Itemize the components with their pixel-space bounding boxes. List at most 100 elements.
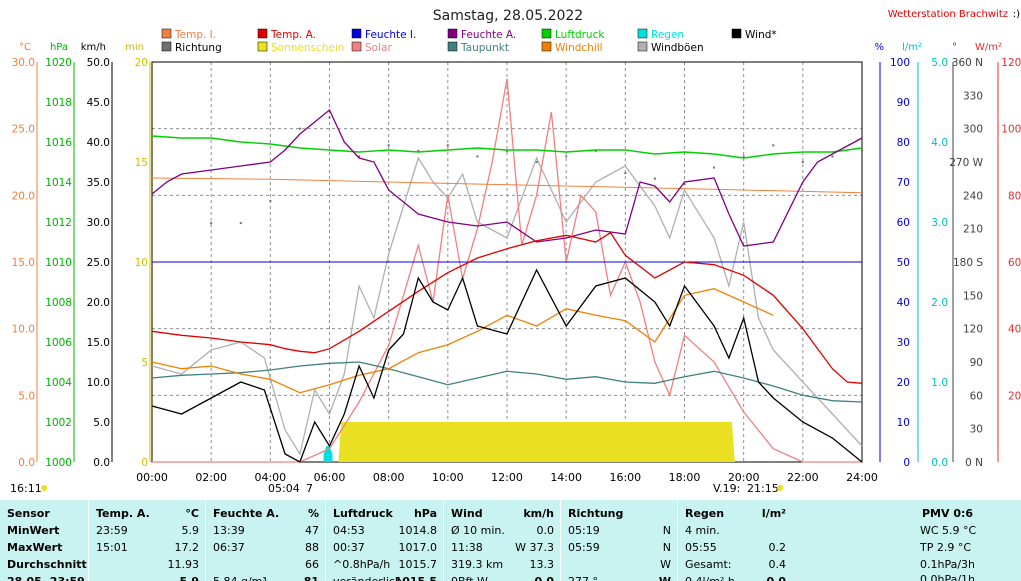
station-suffix: :) xyxy=(1013,9,1020,20)
legend-swatch xyxy=(447,28,458,39)
axis-tick-label: 30.0 xyxy=(87,217,110,229)
axis-tick-label: 0.0 xyxy=(931,457,948,469)
x-tick-label: 06:00 xyxy=(314,471,346,484)
axis-tick-label: 10 xyxy=(135,257,148,269)
stats-time: veränderlich xyxy=(333,574,402,581)
stats-header: Feuchte A. xyxy=(213,507,280,520)
axis-unit-label: min xyxy=(125,42,144,53)
axis-unit-label: l/m² xyxy=(902,42,922,53)
legend-label: Richtung xyxy=(175,42,222,54)
axis-unit-label: km/h xyxy=(81,42,106,53)
axis-tick-label: 400 xyxy=(1008,324,1021,336)
direction-point xyxy=(653,177,656,180)
axis-tick-label: 800 xyxy=(1008,190,1021,202)
axis-tick-label: 5.0 xyxy=(93,417,110,429)
stats-unit: l/m² xyxy=(761,507,786,520)
chart-legend: Temp. I. Temp. A. Feuchte I. Feuchte A. Luft… xyxy=(161,28,777,54)
stats-column: Temp. A. °C 23:59 5.9 15:01 17.2 11.93 5.9 xyxy=(88,500,205,581)
stats-header: Wind xyxy=(451,507,483,520)
direction-point xyxy=(742,155,745,158)
axis-tick-label: 70 xyxy=(897,177,910,189)
chart-grid: 00:00 02:00 04:00 06:00 08:00 10:00 12:00 14:00… xyxy=(136,61,878,484)
axis-tick-label: 20 xyxy=(897,377,910,389)
axis-tick-label: 10.0 xyxy=(87,377,110,389)
direction-point xyxy=(298,127,301,130)
axis-tick-label: 30 xyxy=(970,424,983,436)
axis-tick-label: 1000 xyxy=(1001,124,1021,136)
axis-tick-label: 150 xyxy=(963,290,983,302)
legend-label: Windböen xyxy=(651,42,704,54)
stats-row-label: MinWert xyxy=(7,524,60,537)
axis-unit-label: ° xyxy=(952,42,957,53)
axis-tick-label: 25.0 xyxy=(87,257,110,269)
axis-tick-label: 15.0 xyxy=(12,257,35,269)
direction-point xyxy=(831,155,834,158)
stats-column: Luftdruck hPa 04:53 1014.8 00:37 1017.0 ^0.8hP… xyxy=(325,500,443,581)
sunset-label: 21:15 xyxy=(747,482,779,495)
stats-value: W xyxy=(660,558,671,571)
axis-tick-label: 20.0 xyxy=(87,297,110,309)
stats-time: 0Bft W xyxy=(451,574,488,581)
series-wind xyxy=(151,268,863,463)
legend-swatch xyxy=(257,28,268,39)
stats-time: 00:37 xyxy=(333,541,365,554)
stats-row-label: MaxWert xyxy=(7,541,63,554)
stats-value: N xyxy=(662,524,671,537)
axis-tick-label: 10 xyxy=(897,417,910,429)
axis-tick-label: 60 xyxy=(970,390,983,402)
axis-tick-label: 330 xyxy=(963,90,983,102)
stats-value: 1014.8 xyxy=(398,524,438,537)
direction-point xyxy=(624,172,627,175)
legend-label: Luftdruck xyxy=(555,29,605,41)
stats-time: 319.3 km xyxy=(451,558,504,571)
chart-title: Samstag, 28.05.2022 xyxy=(433,8,583,24)
axis-unit-label: hPa xyxy=(50,42,68,53)
stats-value: N xyxy=(662,541,671,554)
x-tick-label: 24:00 xyxy=(846,471,878,484)
stats-value: 17.2 xyxy=(174,541,200,554)
stats-time: 4 min. xyxy=(685,524,720,537)
axis-tick-label: 1020 xyxy=(45,57,72,69)
legend-swatch xyxy=(161,41,172,52)
axis-tick-label: 1016 xyxy=(45,137,72,149)
sunrise-suffix: 7 xyxy=(306,482,313,495)
stats-value: 11.93 xyxy=(167,558,200,571)
axis-tick-label: 210 xyxy=(963,224,983,236)
series-feuchte-a xyxy=(151,108,863,247)
stats-unit: hPa xyxy=(413,507,437,520)
statistics-table: Sensor MinWert MaxWert Durchschnitt 28.05. 2… xyxy=(0,500,1021,581)
axis-tick-label: 90 xyxy=(970,357,983,369)
direction-point xyxy=(358,155,361,158)
axis-tick-label: 40 xyxy=(897,297,910,309)
axis-tick-label: 5.0 xyxy=(18,390,35,402)
axis-tick-label: 15.0 xyxy=(87,337,110,349)
weather-chart: 00:00 02:00 04:00 06:00 08:00 10:00 12:00 14:00… xyxy=(10,8,1021,495)
stats-value: 88 xyxy=(305,541,319,554)
axis-tick-label: 1.0 xyxy=(931,377,948,389)
direction-point xyxy=(446,144,449,147)
stats-time: 11:38 xyxy=(451,541,483,554)
stats-value: 5.9 xyxy=(180,574,200,581)
legend-swatch xyxy=(257,41,268,52)
axis-tick-label: 5 xyxy=(141,357,148,369)
stats-header: Temp. A. xyxy=(96,507,150,520)
axis-tick-label: 0.0 xyxy=(93,457,110,469)
pressure-rate-1h: 0.0hPa/1h xyxy=(920,573,976,581)
axis-tick-label: 0 xyxy=(903,457,910,469)
direction-point xyxy=(210,222,213,225)
axis-tick-label: 1002 xyxy=(45,417,72,429)
stats-time: 06:37 xyxy=(213,541,245,554)
stats-header: Regen xyxy=(685,507,725,520)
axis-tick-label: 1012 xyxy=(45,217,72,229)
axis-tick-label: 120 xyxy=(963,324,983,336)
axis-tick-label: 600 xyxy=(1008,257,1021,269)
pressure-rate-3h: 0.1hPa/3h xyxy=(920,558,976,571)
axis-tick-label: 200 xyxy=(1008,390,1021,402)
sunset-icon xyxy=(777,485,783,491)
stats-time: 5.84 g/m³ xyxy=(213,574,267,581)
chart-axes: °C30.025.020.015.010.05.00.0hPa102010181… xyxy=(12,42,1021,469)
legend-label: Temp. I. xyxy=(174,29,216,41)
axis-tick-label: 30.0 xyxy=(12,57,35,69)
series-taupunkt xyxy=(151,361,863,403)
legend-label: Regen xyxy=(651,29,684,41)
